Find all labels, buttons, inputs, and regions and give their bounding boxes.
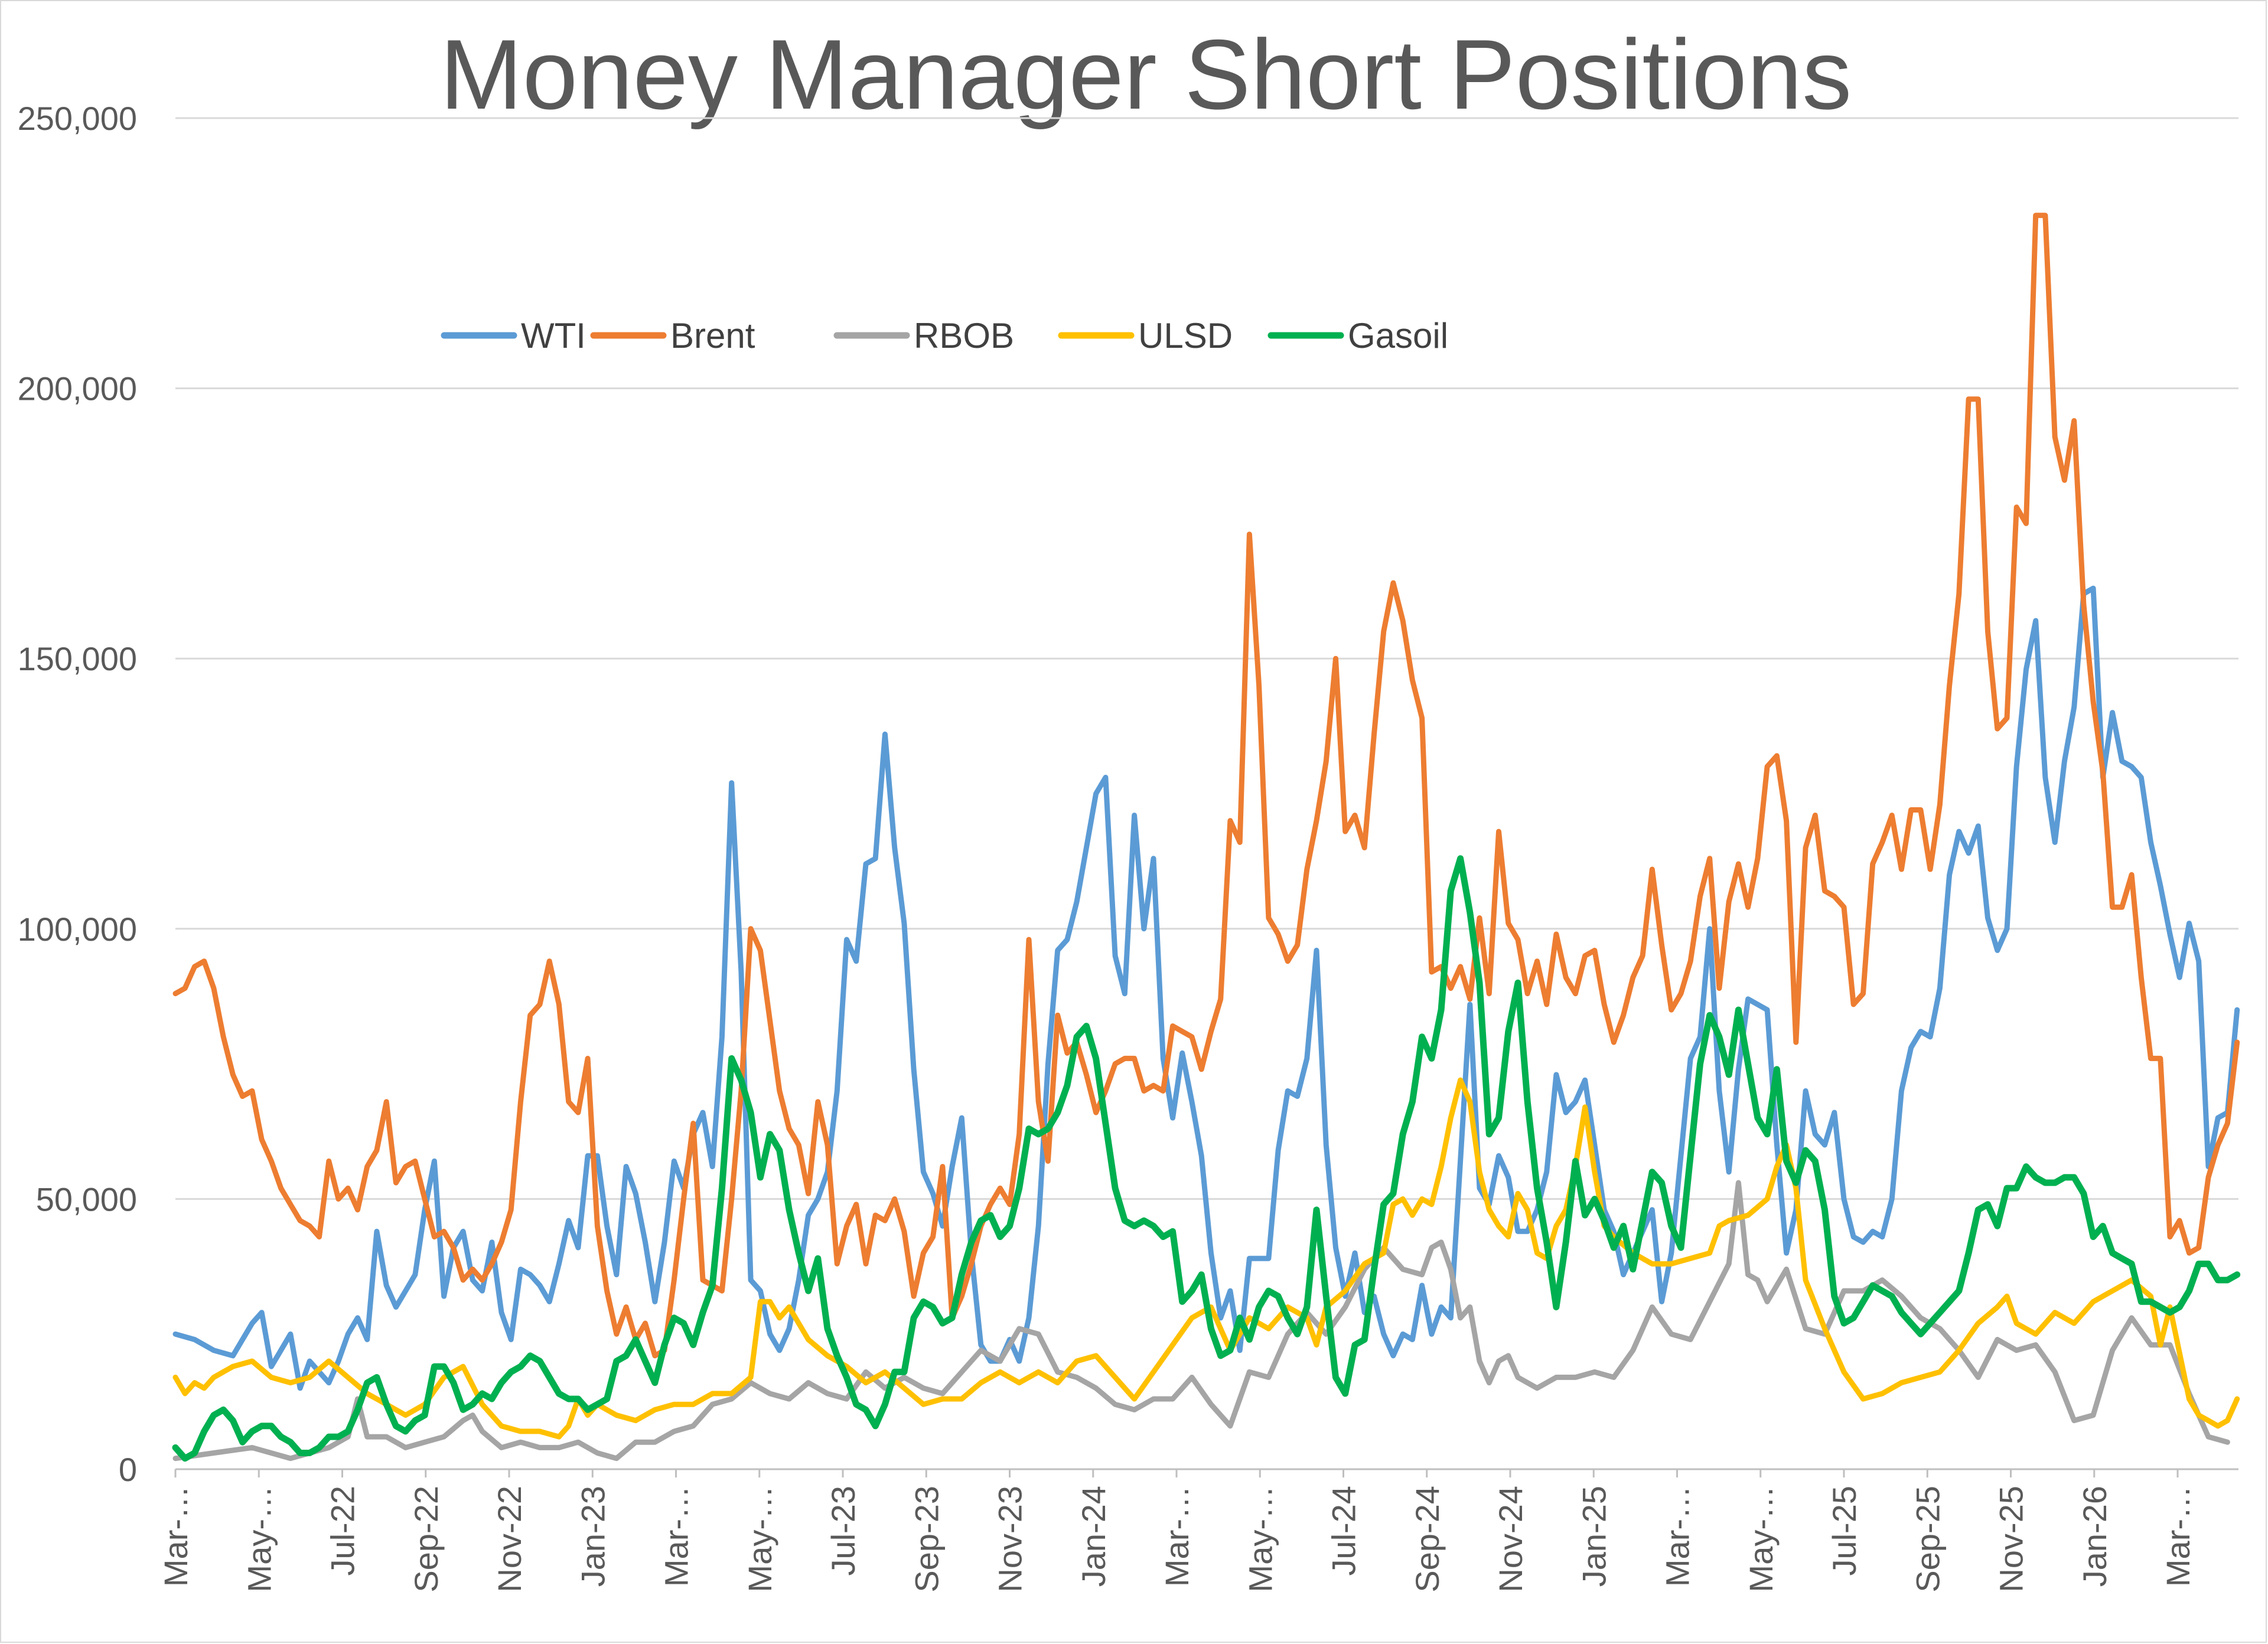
x-axis: Mar-… May-… Jul-22 Sep-22 Nov-22 Jan-23 Mar-… M… xyxy=(157,1469,2197,1593)
y-tick-label: 50,000 xyxy=(36,1180,137,1218)
y-tick-label: 250,000 xyxy=(18,100,137,137)
legend-label: Brent xyxy=(670,316,755,355)
x-tick-label: May-… xyxy=(240,1486,278,1592)
legend-label: Gasoil xyxy=(1348,316,1448,355)
x-tick-label: Sep-25 xyxy=(1909,1486,1946,1593)
series-lines xyxy=(172,213,2241,1462)
x-tick-label: Jul-25 xyxy=(1826,1486,1863,1576)
x-tick-label: Jan-25 xyxy=(1575,1486,1612,1587)
x-tick-label: Jan-26 xyxy=(2076,1486,2113,1587)
series-line-wti xyxy=(172,585,2240,1391)
y-tick-label: 200,000 xyxy=(18,370,137,407)
y-tick-label: 0 xyxy=(119,1451,137,1488)
x-tick-label: May-… xyxy=(1241,1486,1279,1592)
legend-label: WTI xyxy=(521,316,586,355)
x-tick-label: Mar-… xyxy=(1158,1486,1195,1587)
chart-title: Money Manager Short Positions xyxy=(440,19,1852,130)
y-tick-label: 100,000 xyxy=(18,911,137,948)
x-tick-label: Jan-23 xyxy=(574,1486,611,1587)
legend: WTI Brent RBOB ULSD Gasoil xyxy=(441,316,1448,355)
x-tick-label: Jul-23 xyxy=(825,1486,862,1576)
x-tick-label: Mar-… xyxy=(1659,1486,1696,1587)
series-line-gasoil xyxy=(172,855,2241,1462)
x-tick-label: Nov-23 xyxy=(992,1486,1029,1593)
legend-item-wti: WTI xyxy=(441,316,586,355)
x-tick-label: May-… xyxy=(1742,1486,1780,1592)
x-tick-label: Jul-22 xyxy=(324,1486,361,1576)
x-tick-label: Mar-… xyxy=(658,1486,695,1587)
x-tick-label: Mar-… xyxy=(157,1486,194,1587)
x-tick-label: Jul-24 xyxy=(1325,1486,1363,1576)
series-line-brent xyxy=(172,213,2240,1359)
y-tick-label: 150,000 xyxy=(18,640,137,677)
x-tick-label: Sep-22 xyxy=(408,1486,445,1593)
legend-item-rbob: RBOB xyxy=(833,316,1014,355)
x-tick-label: Mar-… xyxy=(2159,1486,2197,1587)
legend-label: ULSD xyxy=(1138,316,1233,355)
x-tick-label: Sep-23 xyxy=(908,1486,945,1593)
legend-label: RBOB xyxy=(914,316,1014,355)
gridlines xyxy=(175,117,2238,1470)
legend-item-gasoil: Gasoil xyxy=(1267,316,1448,355)
series-line-ulsd xyxy=(172,1077,2240,1440)
legend-item-brent: Brent xyxy=(590,316,755,355)
x-tick-label: Nov-25 xyxy=(1993,1486,2030,1593)
series-line-rbob xyxy=(172,1180,2230,1462)
x-tick-label: May-… xyxy=(741,1486,778,1592)
x-tick-label: Nov-22 xyxy=(491,1486,528,1593)
x-tick-label: Sep-24 xyxy=(1409,1486,1446,1593)
x-tick-label: Jan-24 xyxy=(1075,1486,1112,1587)
x-tick-label: Nov-24 xyxy=(1492,1486,1529,1593)
y-axis: 0 50,000 100,000 150,000 200,000 250,000 xyxy=(18,100,137,1488)
legend-item-ulsd: ULSD xyxy=(1058,316,1233,355)
